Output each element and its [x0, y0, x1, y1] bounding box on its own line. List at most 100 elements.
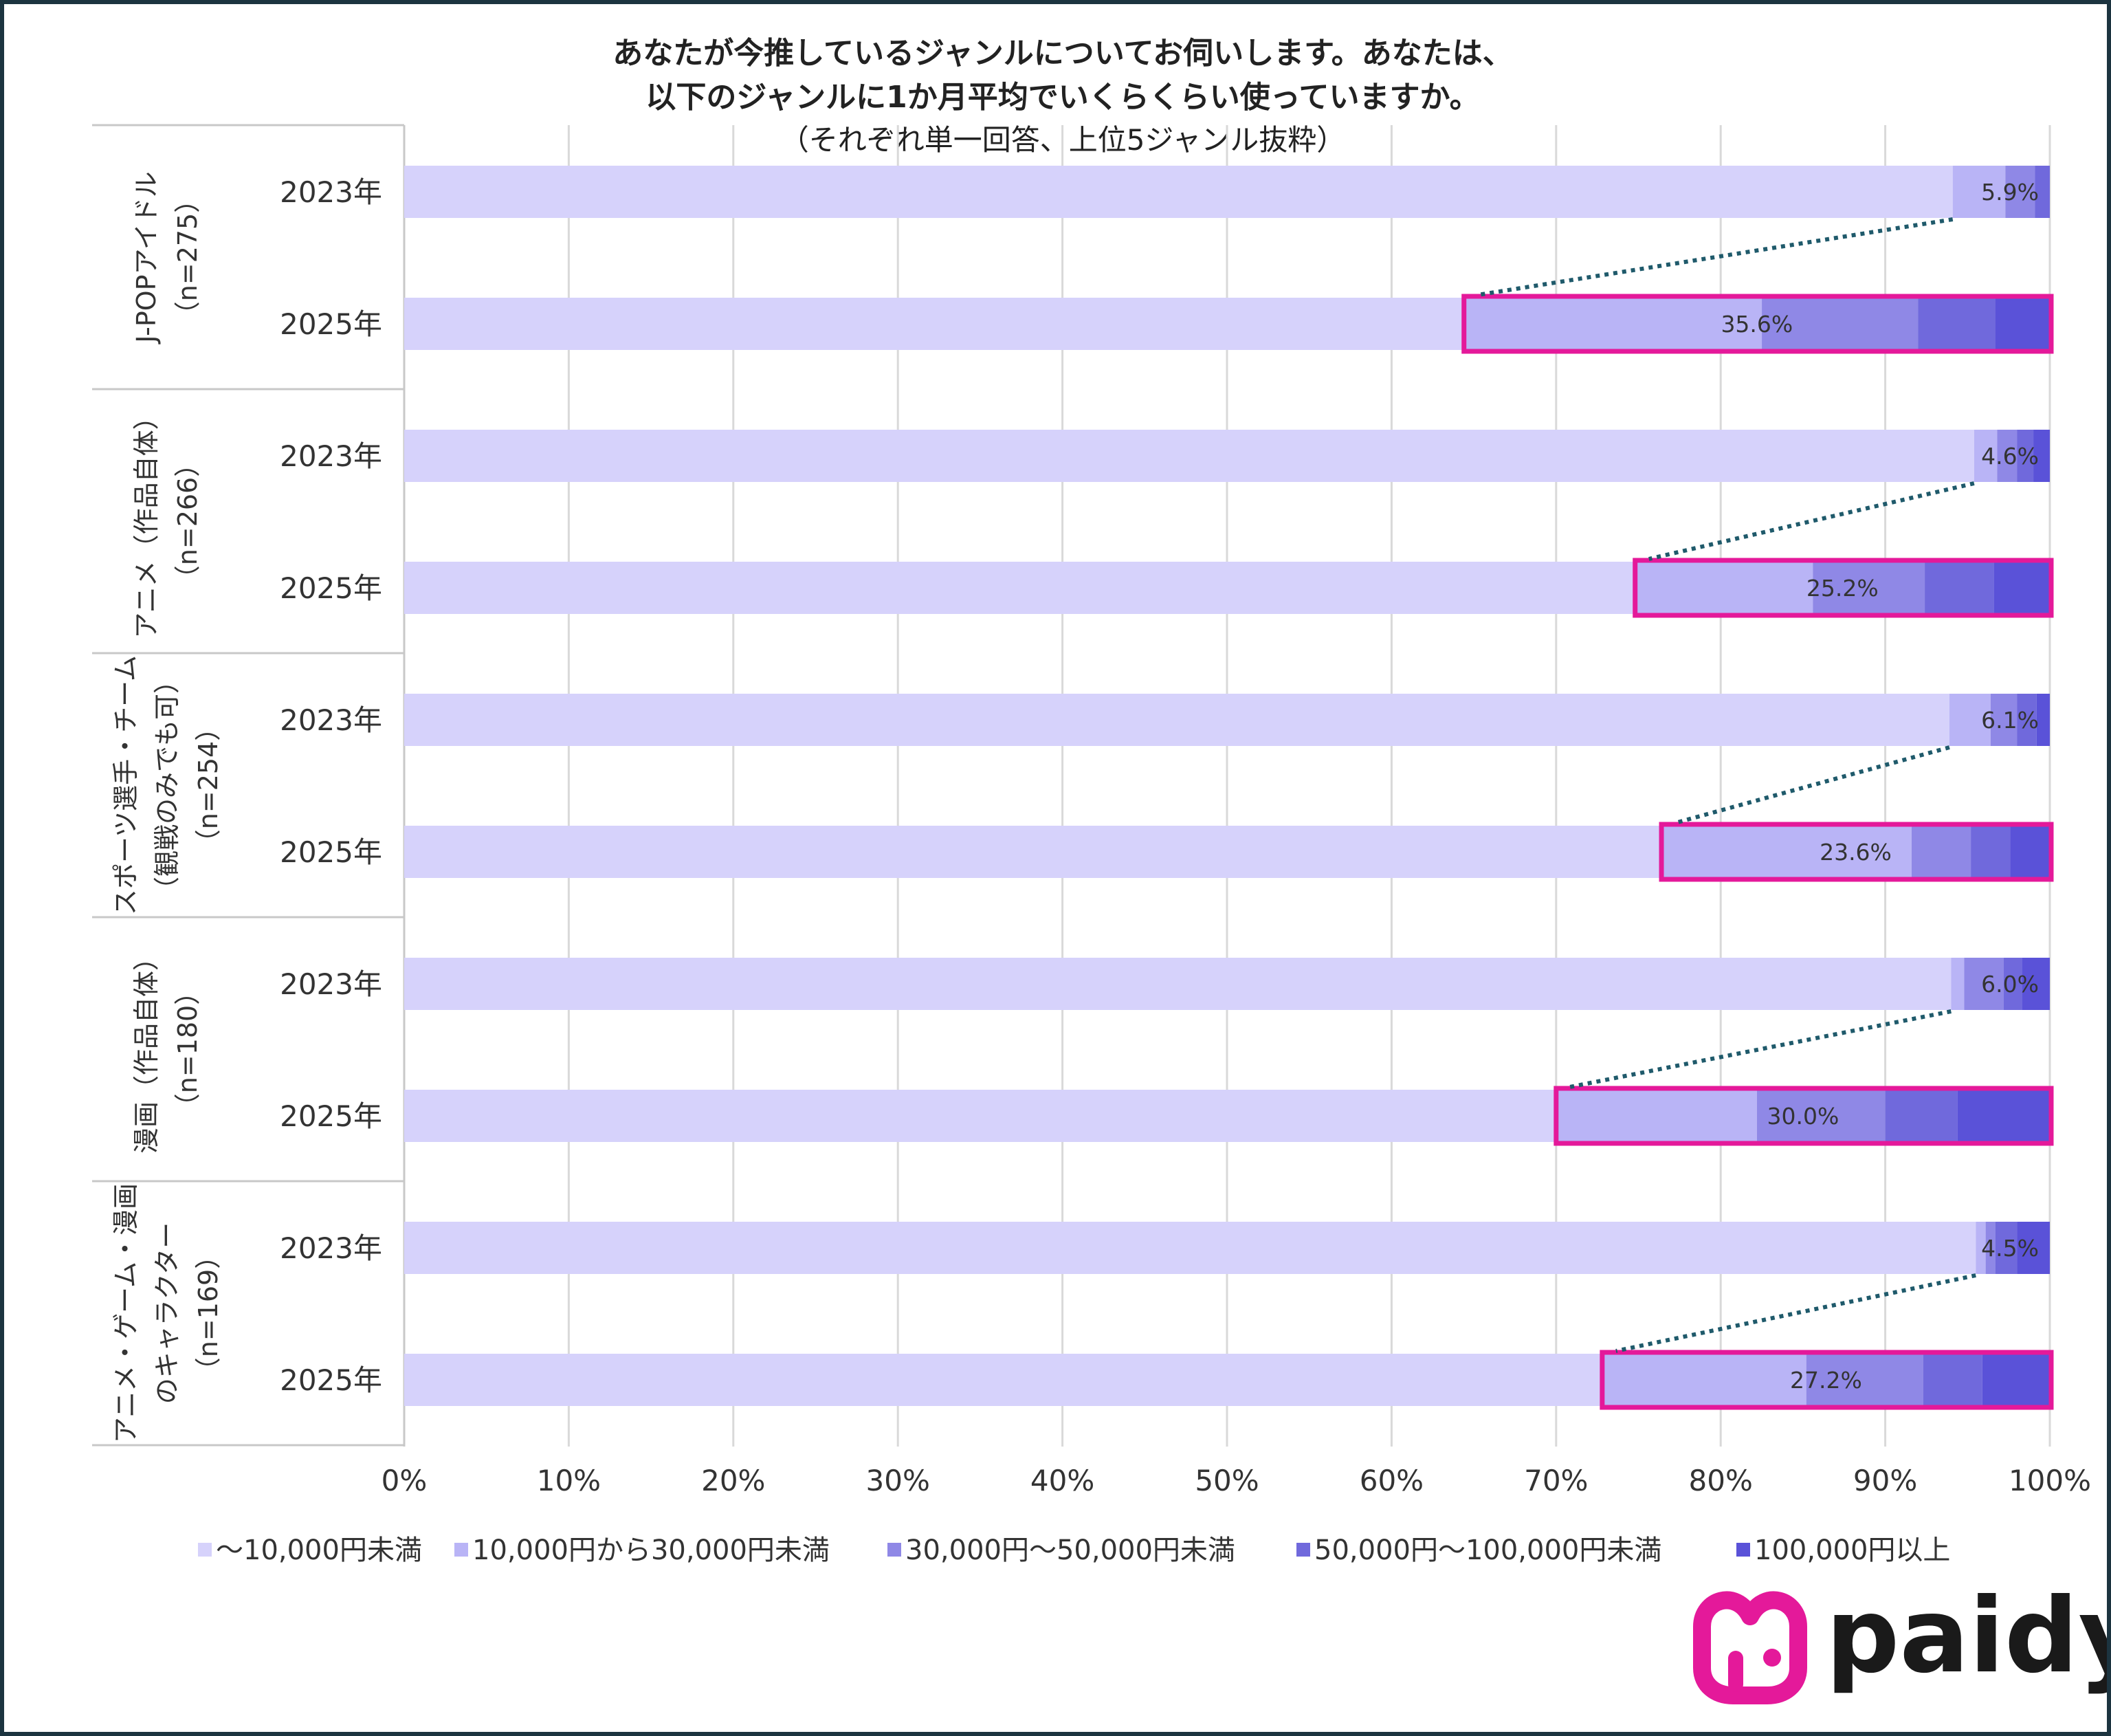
bar-segment — [2017, 1222, 2050, 1274]
year-label: 2023年 — [280, 1231, 382, 1265]
group-label: のキャラクター — [152, 1222, 182, 1404]
bar-segment — [404, 826, 1662, 878]
highlight-box — [1600, 1350, 2054, 1410]
year-label: 2023年 — [280, 175, 382, 209]
paidy-mark-icon — [1693, 1591, 1807, 1704]
legend-swatch — [454, 1543, 468, 1557]
bar-segment — [1993, 562, 2050, 614]
year-label: 2023年 — [280, 703, 382, 737]
x-tick-label: 90% — [1853, 1464, 1917, 1497]
legend-label: 30,000円～50,000円未満 — [905, 1535, 1235, 1566]
data-label: 25.2% — [1806, 575, 1879, 602]
bar-segment — [2036, 694, 2050, 746]
bar-segment — [404, 694, 1949, 746]
paidy-logo: paidy — [1693, 1576, 2107, 1704]
bar-segment — [1985, 1222, 1996, 1274]
bar-segment — [1976, 1222, 1986, 1274]
highlight-box — [1461, 294, 2054, 354]
connector-line — [1648, 481, 1975, 561]
bar-segment — [1995, 1222, 2018, 1274]
bar-segment — [1918, 298, 1996, 350]
bar-segment — [1957, 1090, 2050, 1142]
bar-segment — [2035, 166, 2050, 218]
group-label: J-POPアイドル — [131, 171, 162, 344]
data-label: 23.6% — [1820, 839, 1892, 866]
bar-segment — [404, 298, 1464, 350]
legend: ～10,000円未満 10,000円から30,000円未満 30,000円～50,0… — [198, 1535, 1950, 1566]
x-tick-label: 0% — [382, 1464, 428, 1497]
group-label: （n=169） — [193, 1243, 223, 1383]
year-label: 2025年 — [280, 307, 382, 341]
bar-segment — [1806, 1354, 1923, 1406]
year-label: 2025年 — [280, 1099, 382, 1133]
bar-segment — [2005, 166, 2035, 218]
bar-segment — [404, 166, 1953, 218]
bar-segment — [1971, 826, 2011, 878]
group-label: スポーツ選手・チーム — [111, 655, 141, 915]
year-label: 2025年 — [280, 571, 382, 605]
legend-label: 50,000円～100,000円未満 — [1314, 1535, 1661, 1566]
legend-swatch — [1296, 1543, 1310, 1557]
data-label: 4.6% — [1981, 443, 2039, 470]
data-label: 35.6% — [1721, 311, 1793, 338]
data-label: 27.2% — [1790, 1367, 1862, 1394]
group-label: （n=180） — [173, 979, 203, 1119]
chart-title-line-2: 以下のジャンルに1か月平均でいくらくらい使っていますか。 — [645, 80, 1479, 115]
group-label: （n=254） — [193, 715, 223, 855]
bar-segment — [1756, 1090, 1886, 1142]
legend-swatch — [198, 1543, 212, 1557]
bar-segment — [404, 1090, 1556, 1142]
year-label: 2025年 — [280, 1363, 382, 1397]
data-label: 5.9% — [1981, 179, 2039, 206]
bar-segment — [1911, 826, 1971, 878]
legend-swatch — [1736, 1543, 1750, 1557]
highlight-box — [1659, 822, 2054, 882]
bar-segment — [1995, 298, 2050, 350]
paidy-wordmark: paidy — [1826, 1576, 2107, 1696]
bar-segment — [2017, 430, 2034, 482]
legend-label: 10,000円から30,000円未満 — [472, 1535, 830, 1566]
bar-segment — [1885, 1090, 1958, 1142]
x-axis-ticks: 0% 10% 20% 30% 40% 50% 60% 70% 80% 90% 100% — [382, 1464, 2091, 1497]
bar-segment — [2022, 958, 2050, 1010]
group-label: 漫画（作品自体） — [131, 945, 162, 1154]
x-tick-label: 50% — [1195, 1464, 1259, 1497]
legend-swatch — [887, 1543, 901, 1557]
bar-segment — [1925, 562, 1994, 614]
highlight-box — [1554, 1086, 2054, 1146]
connector-line — [1675, 745, 1950, 825]
x-tick-label: 10% — [537, 1464, 601, 1497]
bar-segment — [1813, 562, 1925, 614]
connector-line — [1477, 217, 1954, 297]
x-tick-label: 20% — [701, 1464, 765, 1497]
chart: あなたが今推しているジャンルについてお伺いします。あなたは、 以下のジャンルに1… — [92, 36, 2107, 1704]
x-tick-label: 80% — [1689, 1464, 1753, 1497]
bar-segment — [1982, 1354, 2050, 1406]
bar-segment — [2017, 694, 2037, 746]
bar-segment — [1949, 694, 1991, 746]
bar-segment — [1635, 562, 1813, 614]
bar-segment — [2003, 958, 2022, 1010]
x-tick-label: 40% — [1030, 1464, 1094, 1497]
bar-area: 5.9% 35.6% 4.6% 25.2% 6.1% 23.6% 6.0% 30.0% 4.5%… — [404, 166, 2054, 1410]
data-label: 6.1% — [1981, 707, 2039, 734]
bar-segment — [404, 1222, 1976, 1274]
bar-segment — [2010, 826, 2050, 878]
bar-segment — [1964, 958, 2004, 1010]
connector-line — [1615, 1273, 1976, 1353]
bar-segment — [1997, 430, 2018, 482]
group-label: アニメ（作品自体） — [131, 404, 162, 638]
x-tick-label: 100% — [2009, 1464, 2091, 1497]
bar-segment — [404, 958, 1952, 1010]
chart-title-line-1: あなたが今推しているジャンルについてお伺いします。あなたは、 — [612, 36, 1512, 71]
x-tick-label: 70% — [1524, 1464, 1588, 1497]
bar-segment — [2033, 430, 2050, 482]
group-label: （観戦のみでも可） — [152, 668, 182, 903]
group-label: アニメ・ゲーム・漫画 — [111, 1183, 141, 1443]
connector-line — [1569, 1009, 1952, 1089]
bar-segment — [1974, 430, 1998, 482]
bar-segment — [1990, 694, 2018, 746]
bar-segment — [404, 562, 1635, 614]
bar-segment — [1923, 1354, 1982, 1406]
